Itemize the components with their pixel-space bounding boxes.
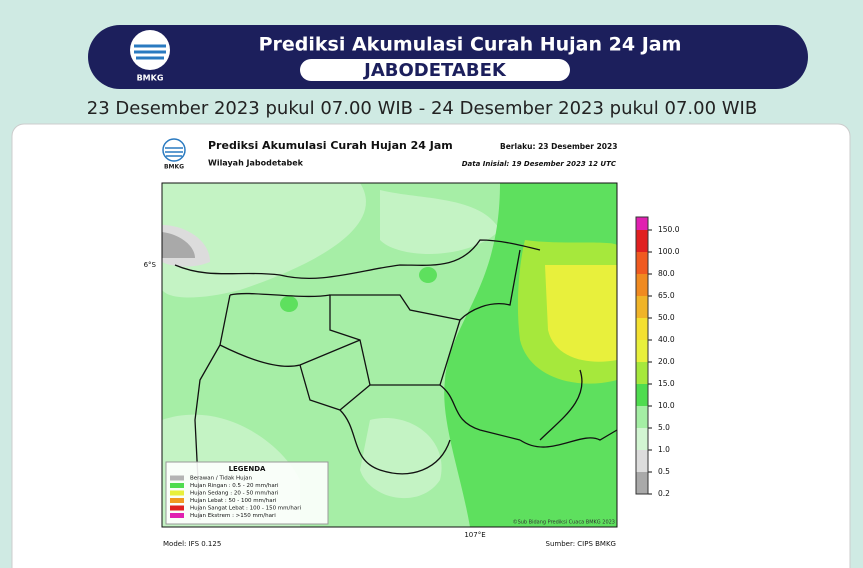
- legend-swatch: [170, 498, 184, 503]
- region-label: JABODETABEK: [362, 60, 507, 81]
- header-banner: [88, 25, 808, 89]
- light-rain-area: [380, 190, 500, 254]
- map-title: Prediksi Akumulasi Curah Hujan 24 Jam: [208, 139, 453, 152]
- rain-spot: [419, 267, 437, 283]
- colorbar-segment: [636, 252, 648, 274]
- colorbar-segment: [636, 384, 648, 406]
- colorbar-segment: [636, 428, 648, 450]
- colorbar-label: 15.0: [658, 379, 675, 388]
- map-logo-text: BMKG: [164, 164, 184, 171]
- colorbar-label: 0.5: [658, 467, 670, 476]
- colorbar-label: 0.2: [658, 489, 670, 498]
- colorbar-segment: [636, 362, 648, 384]
- header-title: Prediksi Akumulasi Curah Hujan 24 Jam: [259, 34, 682, 56]
- region-pill: [300, 59, 570, 81]
- colorbar-label: 1.0: [658, 445, 670, 454]
- map-area: Wilayah Jabodetabek: [208, 159, 304, 168]
- legend-swatch: [170, 513, 184, 518]
- legend-item: Hujan Ekstrem : >150 mm/hari: [190, 513, 276, 519]
- legend-box: [165, 461, 329, 525]
- map-frame: [161, 182, 618, 528]
- colorbar-label: 100.0: [658, 247, 680, 256]
- header-logo-text: BMKG: [137, 74, 164, 83]
- lat-label: 6°S: [144, 261, 157, 269]
- header-logo-waves: [134, 44, 166, 60]
- boundaries: [174, 239, 618, 521]
- colorbar-segment: [636, 340, 648, 362]
- rain-spot: [280, 296, 298, 312]
- light-rain-area: [360, 418, 442, 499]
- colorbar-segment: [636, 450, 648, 472]
- colorbar-label: 50.0: [658, 313, 675, 322]
- legend-title: LEGENDA: [229, 465, 266, 473]
- source-label: Sumber: CIPS BMKG: [546, 540, 617, 548]
- colorbar-segment: [636, 406, 648, 428]
- map-logo-icon: [162, 138, 186, 162]
- colorbar-segment: [636, 230, 648, 252]
- colorbar-segment: [636, 274, 648, 296]
- colorbar: 0.2 0.5 1.0 5.0 10.0 15.0 20.0 40.0 50.0 65.0 80.0…: [635, 216, 680, 498]
- lon-label: 107°E: [464, 531, 485, 539]
- colorbar-segment: [636, 217, 648, 230]
- colorbar-label: 65.0: [658, 291, 675, 300]
- legend-item: Hujan Ringan : 0.5 - 20 mm/hari: [190, 483, 279, 489]
- legend-item: Hujan Sedang : 20 - 50 mm/hari: [190, 491, 279, 497]
- legend-swatch: [170, 475, 184, 481]
- cloudy-area: [162, 232, 195, 258]
- colorbar-label: 20.0: [658, 357, 675, 366]
- header-logo-icon: [130, 30, 170, 70]
- colorbar-label: 10.0: [658, 401, 675, 410]
- colorbar-label: 80.0: [658, 269, 675, 278]
- legend-swatch: [170, 505, 184, 511]
- yellow-area: [545, 265, 617, 362]
- colorbar-segment: [636, 296, 648, 318]
- map-logo-waves: [165, 147, 183, 157]
- colorbar-segment: [636, 318, 648, 340]
- model-label: Model: IFS 0.125: [163, 540, 221, 548]
- legend-item: Hujan Sangat Lebat : 100 - 150 mm/hari: [190, 506, 301, 512]
- colorbar-label: 40.0: [658, 335, 675, 344]
- colorbar-label: 5.0: [658, 423, 670, 432]
- map-valid: Berlaku: 23 Desember 2023: [500, 142, 617, 151]
- colorbar-segment: [636, 472, 648, 494]
- map-init: Data Inisial: 19 Desember 2023 12 UTC: [462, 160, 617, 168]
- map-credit: ©Sub Bidang Prediksi Cuaca BMKG 2023: [513, 519, 615, 526]
- light-rain-area: [162, 183, 366, 298]
- legend-item: Berawan / Tidak Hujan: [190, 476, 253, 482]
- legend-swatch: [170, 490, 184, 496]
- legend-item: Hujan Lebat : 50 - 100 mm/hari: [190, 498, 277, 504]
- period: 23 Desember 2023 pukul 07.00 WIB - 24 De…: [87, 98, 757, 119]
- legend-swatch: [170, 483, 184, 488]
- colorbar-frame: [635, 216, 649, 495]
- colorbar-label: 150.0: [658, 225, 680, 234]
